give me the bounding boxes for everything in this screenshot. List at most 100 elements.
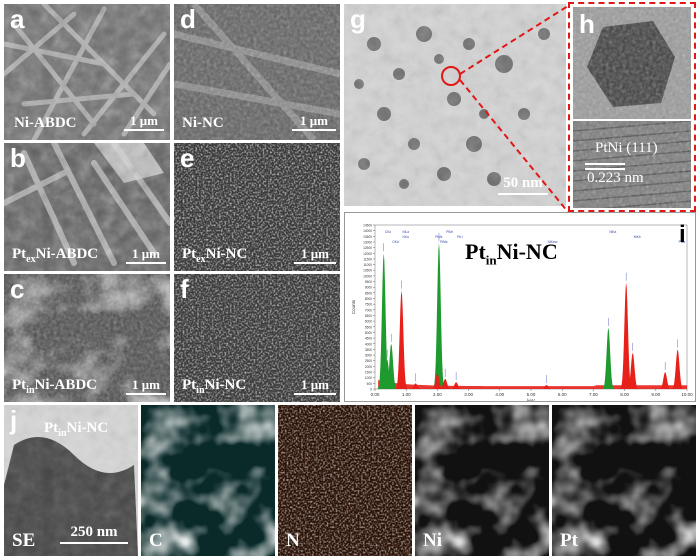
y-tick-label: 9000 bbox=[365, 286, 372, 290]
eds-title: PtinNi-NC bbox=[465, 239, 558, 268]
channel-label-pt: Pt bbox=[560, 530, 578, 551]
y-tick-label: 500 bbox=[367, 382, 373, 386]
se-map-panel: j PtinNi-NC 250 nm SE bbox=[4, 405, 138, 556]
eds-peak bbox=[409, 383, 422, 389]
y-tick-label: 11500 bbox=[363, 257, 372, 261]
channel-label-ni: Ni bbox=[423, 530, 442, 551]
y-tick-label: 7500 bbox=[365, 303, 372, 307]
scale-bar-label: 250 nm bbox=[70, 524, 118, 540]
lattice-plane-label: PtNi (111) bbox=[595, 140, 658, 156]
sample-label: PtinNi-NC bbox=[44, 420, 109, 439]
channel-label-se: SE bbox=[12, 530, 36, 551]
x-tick-label: 0.00 bbox=[371, 392, 380, 397]
y-tick-label: 4500 bbox=[365, 337, 372, 341]
sem-image-b bbox=[4, 143, 170, 271]
y-axis-label: Counts bbox=[351, 299, 356, 314]
panel-letter: e bbox=[180, 143, 195, 173]
sample-label: PtexNi-NC bbox=[182, 246, 248, 265]
y-tick-label: 2000 bbox=[365, 365, 372, 369]
sample-label: PtinNi-ABDC bbox=[12, 377, 98, 396]
y-tick-label: 1500 bbox=[365, 371, 372, 375]
peak-label: PtLa bbox=[679, 240, 686, 244]
y-tick-label: 6500 bbox=[365, 314, 372, 318]
eds-peak bbox=[449, 382, 463, 389]
peak-label: NKa bbox=[403, 235, 409, 239]
pt-map-panel: Pt bbox=[552, 405, 696, 556]
x-tick-label: 9.00 bbox=[651, 392, 660, 397]
y-tick-label: 4000 bbox=[365, 342, 372, 346]
panel-letter: a bbox=[10, 4, 25, 34]
y-tick-label: 7000 bbox=[365, 308, 372, 312]
y-tick-label: 6000 bbox=[365, 320, 372, 324]
sem-image-d bbox=[174, 4, 340, 140]
eds-peak bbox=[602, 327, 615, 389]
scale-bar-label: 1 μm bbox=[130, 113, 158, 128]
hrtem-particle: h bbox=[573, 7, 691, 119]
scale-bar: 1 μm bbox=[292, 114, 336, 131]
x-tick-label: 7.00 bbox=[589, 392, 598, 397]
se-map-image bbox=[4, 405, 138, 556]
y-tick-label: 5500 bbox=[365, 325, 372, 329]
panel-letter: c bbox=[10, 274, 25, 304]
scale-bar: 1 μm bbox=[294, 378, 336, 395]
panel-letter: h bbox=[579, 9, 595, 39]
peak-label: OKa bbox=[392, 240, 399, 244]
sem-panel-a: a Ni-ABDC 1 μm bbox=[4, 4, 170, 140]
y-tick-label: 3000 bbox=[365, 354, 372, 358]
eds-peak bbox=[377, 253, 390, 389]
scale-bar: 1 μm bbox=[124, 114, 164, 131]
sem-panel-c: c PtinNi-ABDC 1 μm bbox=[4, 274, 170, 402]
y-tick-label: 13000 bbox=[363, 240, 372, 244]
eds-peak bbox=[540, 385, 553, 389]
y-tick-label: 8500 bbox=[365, 291, 372, 295]
y-tick-label: 3500 bbox=[365, 348, 372, 352]
x-tick-label: 6.00 bbox=[558, 392, 567, 397]
peak-label: NiKa bbox=[609, 230, 616, 234]
continuum-area bbox=[378, 380, 687, 389]
y-tick-label: 11000 bbox=[363, 263, 372, 267]
peak-label: PtMa bbox=[440, 240, 448, 244]
scale-bar-label: 1 μm bbox=[132, 246, 160, 261]
c-map-panel: C bbox=[141, 405, 275, 556]
panel-letter: j bbox=[10, 405, 18, 435]
eds-peak bbox=[619, 282, 633, 389]
panel-letter: d bbox=[180, 4, 196, 34]
y-tick-label: 1000 bbox=[365, 376, 372, 380]
y-tick-label: 14500 bbox=[363, 224, 372, 228]
y-tick-label: 8000 bbox=[365, 297, 372, 301]
sem-panel-b: b PtexNi-ABDC 1 μm bbox=[4, 143, 170, 271]
y-tick-label: 2500 bbox=[365, 359, 372, 363]
lattice-marker bbox=[585, 163, 625, 170]
scale-bar: 1 μm bbox=[126, 247, 166, 264]
scale-bar-label: 1 μm bbox=[300, 113, 328, 128]
n-map-panel: N bbox=[278, 405, 412, 556]
lattice-spacing-label: 0.223 nm bbox=[587, 170, 644, 186]
y-tick-label: 5000 bbox=[365, 331, 372, 335]
y-tick-label: 12000 bbox=[363, 252, 372, 256]
scale-bar: 1 μm bbox=[126, 378, 166, 395]
sem-image-e bbox=[174, 143, 340, 271]
x-axis-label: keV bbox=[527, 398, 535, 402]
channel-label-c: C bbox=[149, 530, 163, 551]
x-tick-label: 8.00 bbox=[620, 392, 629, 397]
scale-bar-label: 1 μm bbox=[132, 377, 160, 392]
peak-label: CKa bbox=[385, 230, 391, 234]
x-tick-label: 4.00 bbox=[495, 392, 504, 397]
y-tick-label: 12500 bbox=[363, 246, 372, 250]
scale-bar-label: 50 nm bbox=[503, 175, 543, 191]
y-tick-label: 13500 bbox=[363, 235, 372, 239]
eds-peak bbox=[439, 378, 452, 389]
panel-letter: g bbox=[350, 4, 366, 34]
channel-label-n: N bbox=[286, 530, 300, 551]
eds-peak bbox=[658, 372, 672, 389]
x-tick-label: 10.00 bbox=[681, 392, 693, 397]
tem-panel-g: g 50 nm bbox=[344, 4, 566, 206]
x-tick-label: 2.00 bbox=[433, 392, 442, 397]
eds-peak bbox=[380, 359, 394, 389]
scale-bar-label: 1 μm bbox=[301, 246, 329, 261]
peak-label: PtLl bbox=[457, 235, 463, 239]
scale-bar: 1 μm bbox=[294, 247, 336, 264]
peak-label: PtMz bbox=[435, 235, 443, 239]
sem-panel-e: e PtexNi-NC 1 μm bbox=[174, 143, 340, 271]
